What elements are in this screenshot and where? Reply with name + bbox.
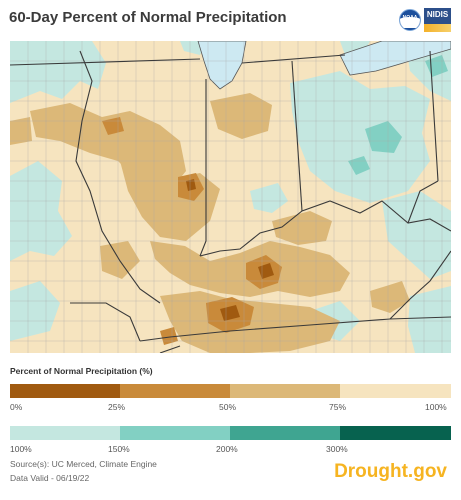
partner-logos: NOAA NIDIS <box>399 8 451 32</box>
legend-tick-0: 0% <box>10 402 23 412</box>
legend-bar-100-150 <box>10 426 120 440</box>
legend-bar-300-plus <box>340 426 451 440</box>
legend-bar-150-200 <box>120 426 230 440</box>
legend-tick-25: 25% <box>108 402 126 412</box>
nidis-logo-text: NIDIS <box>426 10 449 19</box>
legend-bar-25-50 <box>120 384 230 398</box>
legend-bar-200-300 <box>230 426 340 440</box>
legend-tick-75: 75% <box>329 402 347 412</box>
legend-tick-100-above: 100% <box>10 444 32 454</box>
drought-gov-logo[interactable]: Drought.gov <box>334 461 447 482</box>
state-borders <box>10 50 451 353</box>
nidis-logo-icon: NIDIS <box>424 8 451 32</box>
precipitation-map <box>10 41 451 353</box>
legend-tick-100-below: 100% <box>425 402 447 412</box>
legend-tick-200: 200% <box>216 444 238 454</box>
county-borders <box>10 41 451 353</box>
source-text: Source(s): UC Merced, Climate Engine <box>10 459 157 469</box>
noaa-logo-icon: NOAA <box>399 9 421 31</box>
legend-tick-300: 300% <box>326 444 348 454</box>
legend-tick-150: 150% <box>108 444 130 454</box>
legend-bar-50-75 <box>230 384 340 398</box>
map-title: 60-Day Percent of Normal Precipitation <box>9 9 287 26</box>
legend-bar-75-100 <box>340 384 451 398</box>
legend-bar-0-25 <box>10 384 120 398</box>
noaa-logo-text: NOAA <box>402 15 418 21</box>
data-valid-text: Data Valid - 06/19/22 <box>10 473 90 483</box>
legend-title: Percent of Normal Precipitation (%) <box>10 366 153 376</box>
legend-tick-50: 50% <box>219 402 237 412</box>
